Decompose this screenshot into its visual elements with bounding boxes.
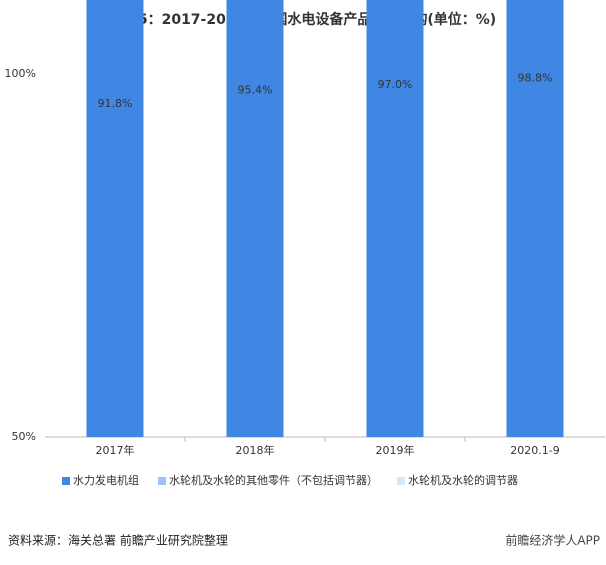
chart-title: 图表5：2017-2020年我国水电设备产品进口结构(单位：%): [110, 11, 496, 28]
x-tick-label: 2017年: [96, 443, 135, 457]
data-label: 95.4%: [238, 84, 273, 97]
bar-segment: [366, 0, 424, 437]
legend-swatch: [397, 477, 405, 485]
legend-swatch: [158, 477, 166, 485]
y-tick-label: 100%: [5, 67, 36, 80]
x-tick-label: 2019年: [376, 443, 415, 457]
legend-label: 水轮机及水轮的调节器: [408, 473, 518, 487]
bar-segment: [226, 0, 284, 437]
brand: 前瞻经济学人APP: [505, 533, 600, 548]
bar-segment: [506, 0, 564, 438]
bar-segment: [86, 0, 144, 438]
legend-label: 水轮机及水轮的其他零件（不包括调节器）: [169, 473, 378, 487]
data-label: 98.8%: [518, 71, 553, 84]
source: 资料来源：海关总署 前瞻产业研究院整理: [8, 533, 228, 548]
legend-label: 水力发电机组: [73, 473, 139, 487]
y-tick-label: 50%: [12, 430, 36, 443]
legend-swatch: [62, 477, 70, 485]
data-label: 91.8%: [98, 97, 133, 110]
x-tick-label: 2018年: [236, 443, 275, 457]
x-tick-label: 2020.1-9: [510, 444, 559, 457]
data-label: 97.0%: [378, 78, 413, 91]
